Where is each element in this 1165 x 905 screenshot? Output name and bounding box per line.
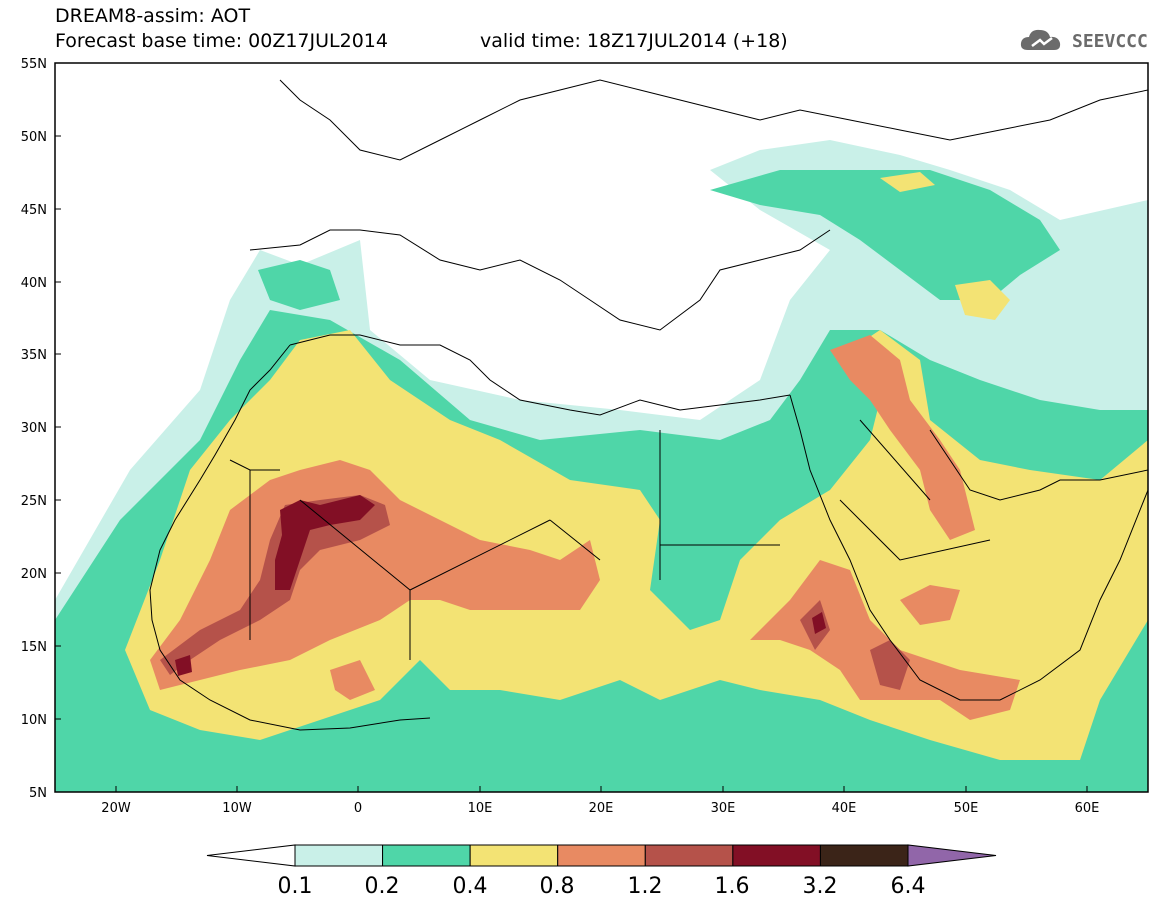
aot-contour-0.8 bbox=[750, 560, 1020, 720]
coastline-europe bbox=[249, 229, 831, 331]
lat-label: 50N bbox=[21, 130, 47, 145]
seevccc-logo: SEEVCCC bbox=[1018, 25, 1158, 55]
aot-contour-0.2 bbox=[710, 170, 1060, 300]
colorbar-label: 1.6 bbox=[715, 874, 750, 899]
aot-contour-1.6 bbox=[812, 612, 826, 634]
lat-label: 40N bbox=[21, 276, 47, 291]
forecast-base-time: Forecast base time: 00Z17JUL2014 bbox=[55, 30, 388, 52]
colorbar-label: 0.1 bbox=[278, 874, 313, 899]
lon-label: 10E bbox=[468, 801, 493, 816]
aot-field bbox=[55, 63, 1148, 792]
colorbar-labels: 0.1 0.2 0.4 0.8 1.2 1.6 3.2 6.4 bbox=[278, 874, 926, 899]
lat-label: 45N bbox=[21, 203, 47, 218]
colorbar-bin bbox=[557, 844, 646, 867]
colorbar-label: 0.4 bbox=[453, 874, 488, 899]
lon-label: 20E bbox=[589, 801, 614, 816]
lat-label: 20N bbox=[21, 567, 47, 582]
coastlines bbox=[149, 79, 1148, 731]
lon-label: 10W bbox=[222, 801, 252, 816]
lon-label: 40E bbox=[832, 801, 857, 816]
colorbar-label: 3.2 bbox=[803, 874, 838, 899]
border-lines bbox=[229, 419, 991, 660]
colorbar-bin bbox=[469, 844, 559, 867]
colorbar-bin bbox=[732, 844, 821, 867]
aot-contour-0.4 bbox=[880, 172, 935, 192]
aot-contour-1.6 bbox=[175, 655, 192, 676]
lon-label: 20W bbox=[101, 801, 131, 816]
lon-label: 0 bbox=[354, 801, 362, 816]
colorbar-label: 6.4 bbox=[891, 874, 926, 899]
lat-label: 15N bbox=[21, 640, 47, 655]
lat-label: 5N bbox=[29, 786, 47, 801]
colorbar-label: 0.8 bbox=[540, 874, 575, 899]
lat-label: 30N bbox=[21, 421, 47, 436]
aot-contour-0.8 bbox=[900, 585, 960, 625]
lon-label: 50E bbox=[954, 801, 979, 816]
cloud-icon bbox=[1020, 29, 1061, 50]
colorbar-label: 0.2 bbox=[365, 874, 400, 899]
lon-labels: 20W 10W 0 10E 20E 30E 40E 50E 60E bbox=[101, 801, 1099, 816]
map-title: DREAM8-assim: AOT bbox=[55, 5, 251, 27]
coastline-africa-west bbox=[149, 344, 431, 731]
colorbar-label: 1.2 bbox=[628, 874, 663, 899]
lat-label: 35N bbox=[21, 348, 47, 363]
coastline-med-south bbox=[289, 334, 791, 416]
lat-label: 10N bbox=[21, 713, 47, 728]
lat-label: 25N bbox=[21, 494, 47, 509]
lon-label: 60E bbox=[1075, 801, 1100, 816]
colorbar-bin bbox=[294, 844, 384, 867]
aot-contour-1.6 bbox=[275, 495, 375, 590]
lat-labels: 55N 50N 45N 40N 35N 30N 25N 20N 15N 10N … bbox=[21, 57, 47, 801]
lat-label: 55N bbox=[21, 57, 47, 72]
colorbar bbox=[206, 844, 997, 867]
coastline-redsea-arabia bbox=[789, 394, 1148, 701]
ticks bbox=[55, 62, 1088, 792]
colorbar-bin bbox=[819, 844, 909, 867]
colorbar-bin bbox=[382, 844, 471, 867]
coastline-north-europe bbox=[279, 79, 1148, 161]
coastline-gulf bbox=[929, 429, 1148, 501]
logo-text: SEEVCCC bbox=[1072, 31, 1148, 52]
colorbar-bin bbox=[644, 844, 734, 867]
aot-contour-0.4 bbox=[955, 280, 1010, 320]
colorbar-extend-high bbox=[907, 844, 997, 867]
aot-contour-0.2 bbox=[258, 260, 340, 310]
colorbar-extend-low bbox=[206, 844, 296, 867]
aot-contour-0.8 bbox=[830, 335, 975, 540]
lon-label: 30E bbox=[711, 801, 736, 816]
aot-contour-0.8 bbox=[330, 660, 375, 700]
valid-time: valid time: 18Z17JUL2014 (+18) bbox=[480, 30, 788, 52]
aot-contour-0.8 bbox=[150, 460, 600, 690]
